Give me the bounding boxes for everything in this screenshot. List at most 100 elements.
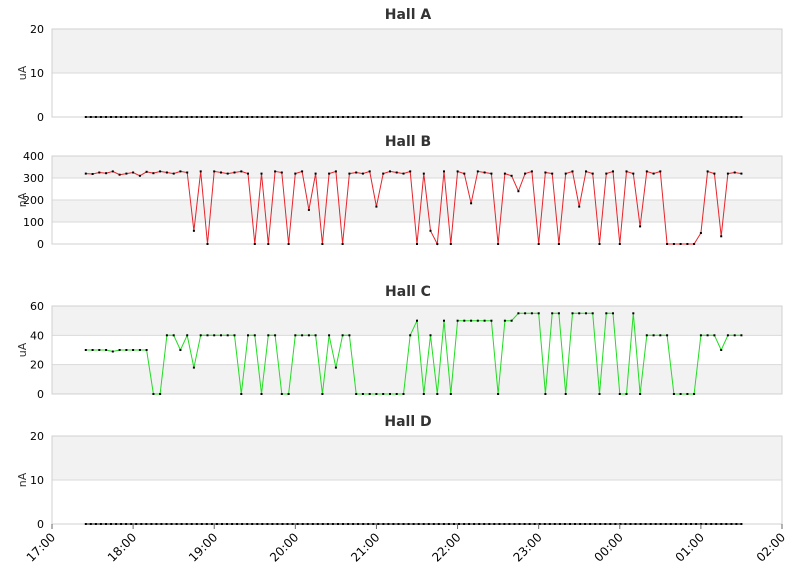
- plot-band: [52, 178, 782, 200]
- data-point: [551, 312, 554, 315]
- data-point: [632, 172, 635, 175]
- data-point: [557, 312, 560, 315]
- data-point: [735, 116, 738, 118]
- data-point: [105, 349, 108, 351]
- data-point: [437, 116, 440, 118]
- data-point: [361, 393, 364, 395]
- data-point: [186, 171, 189, 174]
- data-point: [735, 523, 738, 525]
- data-point: [110, 523, 112, 525]
- data-point: [246, 523, 249, 525]
- data-point: [155, 523, 158, 525]
- data-point: [644, 523, 647, 525]
- data-point: [634, 523, 637, 525]
- data-point: [296, 523, 299, 525]
- data-point: [639, 393, 642, 395]
- data-point: [483, 319, 486, 322]
- data-point: [544, 171, 547, 174]
- data-point: [341, 334, 344, 337]
- data-point: [241, 116, 244, 118]
- data-point: [518, 116, 521, 118]
- chart-panel: Hall C 0 20 40 60 uA: [16, 284, 783, 401]
- data-point: [99, 116, 102, 118]
- data-point: [94, 116, 97, 118]
- x-tick-label: 18:00: [105, 530, 139, 564]
- data-point: [372, 523, 375, 525]
- data-point: [140, 116, 143, 118]
- data-point: [605, 172, 608, 175]
- data-point: [140, 523, 143, 525]
- data-point: [442, 116, 445, 118]
- data-point: [387, 116, 390, 118]
- data-point: [659, 334, 662, 337]
- data-point: [715, 116, 718, 118]
- data-point: [190, 116, 193, 118]
- data-point: [740, 334, 743, 337]
- data-point: [618, 393, 621, 395]
- y-tick-label: 20: [30, 430, 44, 443]
- data-point: [523, 116, 526, 118]
- data-point: [412, 116, 415, 118]
- data-point: [281, 116, 284, 118]
- data-point: [105, 523, 107, 525]
- data-point: [579, 116, 582, 118]
- data-point: [629, 116, 632, 118]
- data-point: [170, 116, 173, 118]
- data-point: [458, 116, 460, 118]
- data-point: [625, 393, 628, 395]
- data-point: [508, 116, 511, 118]
- data-point: [695, 116, 698, 118]
- data-point: [666, 334, 669, 337]
- data-point: [301, 170, 304, 173]
- x-tick-label: 02:00: [754, 530, 788, 564]
- data-point: [192, 229, 195, 232]
- data-point: [659, 116, 662, 118]
- data-point: [236, 523, 239, 525]
- data-point: [713, 172, 716, 175]
- data-point: [563, 116, 566, 118]
- data-point: [528, 116, 531, 118]
- data-point: [548, 116, 551, 118]
- data-point: [585, 312, 587, 315]
- data-point: [301, 334, 304, 337]
- data-point: [94, 523, 97, 525]
- data-point: [720, 349, 723, 351]
- data-point: [654, 116, 657, 118]
- data-point: [705, 523, 708, 525]
- data-point: [493, 116, 496, 118]
- y-tick-label: 200: [23, 194, 44, 207]
- data-point: [664, 116, 667, 118]
- data-point: [402, 172, 405, 175]
- data-point: [429, 334, 432, 337]
- data-point: [449, 243, 452, 245]
- plot-band: [52, 73, 782, 117]
- data-point: [145, 349, 148, 351]
- data-point: [253, 334, 256, 337]
- data-point: [395, 171, 398, 174]
- data-point: [145, 170, 148, 173]
- data-point: [382, 523, 385, 525]
- data-point: [266, 523, 269, 525]
- data-point: [328, 172, 331, 175]
- data-point: [240, 170, 243, 173]
- data-point: [490, 172, 493, 175]
- data-point: [664, 523, 667, 525]
- data-point: [368, 393, 371, 395]
- data-point: [666, 243, 669, 245]
- data-point: [578, 312, 581, 315]
- data-point: [98, 349, 101, 351]
- data-point: [118, 173, 121, 176]
- data-point: [89, 116, 92, 118]
- data-point: [231, 116, 234, 118]
- data-point: [591, 172, 594, 175]
- data-point: [170, 523, 173, 525]
- data-point: [357, 523, 360, 525]
- data-point: [513, 116, 516, 118]
- data-point: [311, 523, 314, 525]
- data-point: [377, 116, 380, 118]
- data-point: [510, 319, 513, 322]
- data-point: [699, 232, 702, 234]
- data-point: [120, 523, 123, 525]
- data-point: [604, 116, 607, 118]
- data-point: [705, 116, 708, 118]
